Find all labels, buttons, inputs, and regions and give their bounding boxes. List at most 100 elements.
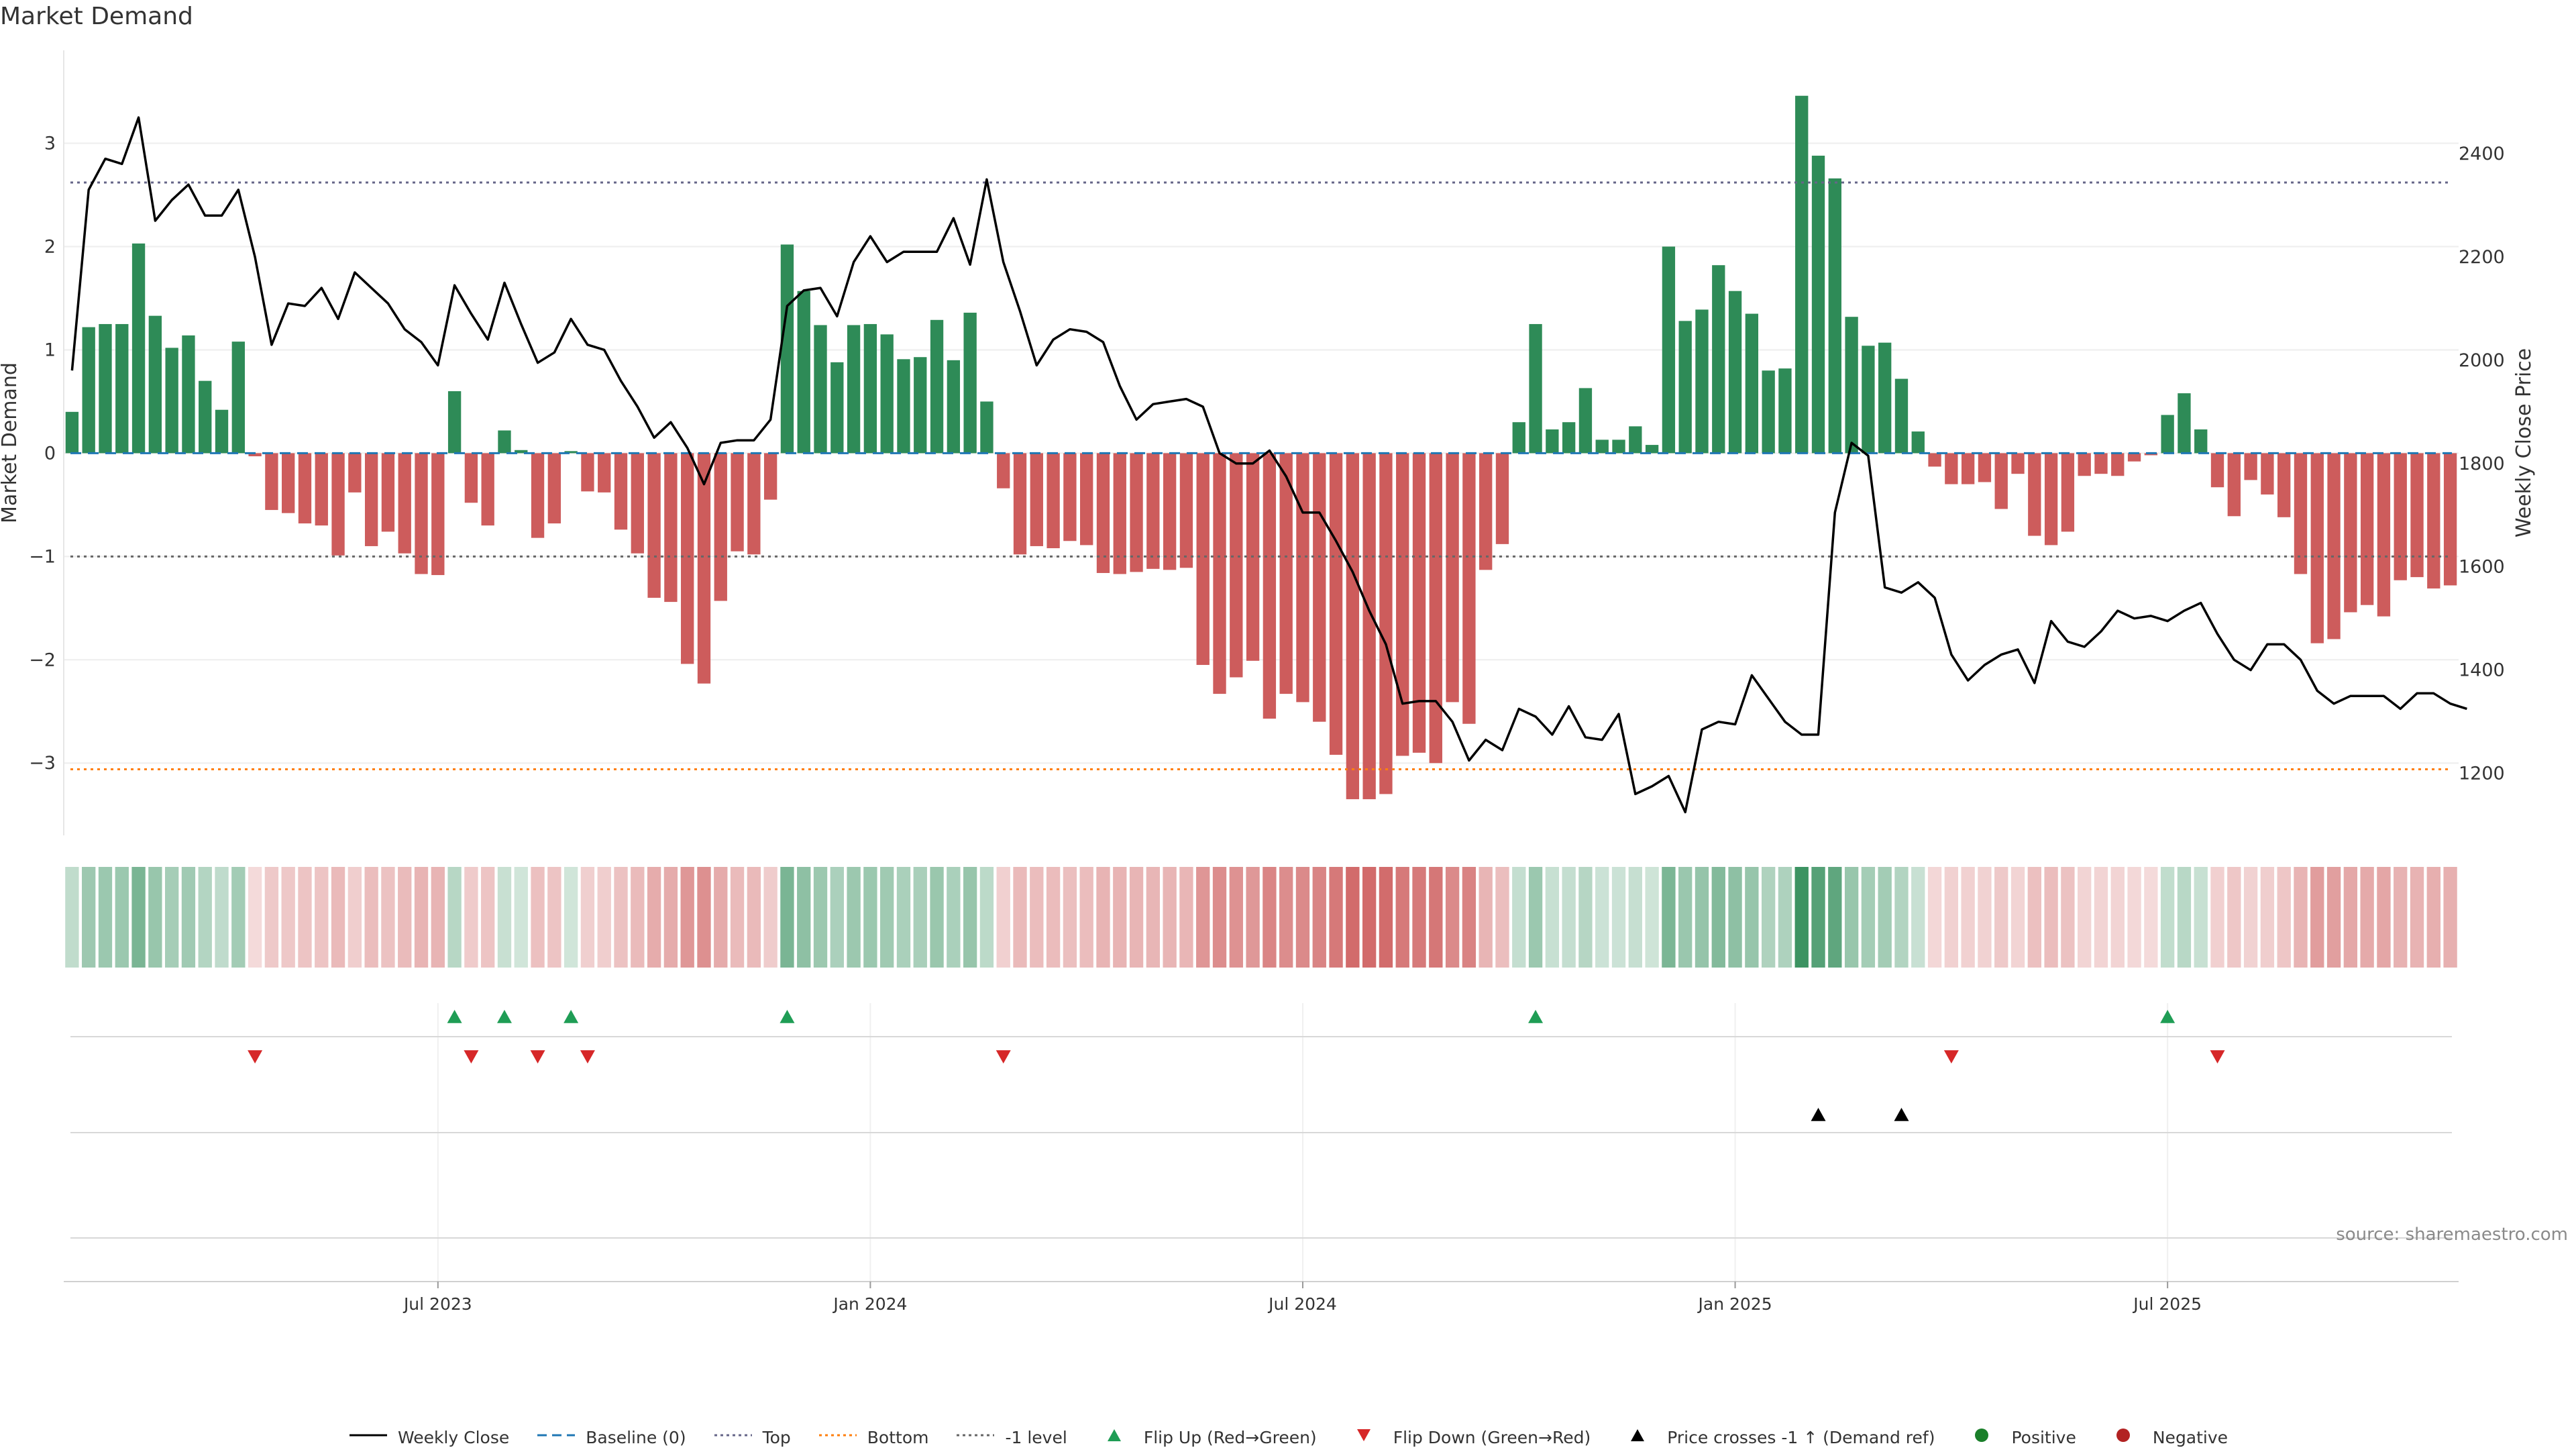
flip-down-marker (2210, 1050, 2225, 1064)
price-cross-marker (1894, 1108, 1909, 1121)
demand-bar (1329, 453, 1343, 755)
heat-cell (2243, 867, 2258, 968)
demand-bar (1146, 453, 1160, 569)
demand-bar (914, 357, 927, 454)
heat-cell (148, 867, 162, 968)
heat-cell (1495, 867, 1509, 968)
demand-bar (298, 453, 312, 524)
demand-bar (1928, 453, 1941, 467)
heat-cell (1645, 867, 1659, 968)
demand-bar (963, 313, 977, 454)
heat-cell (1395, 867, 1409, 968)
y2-tick-label: 2400 (2459, 144, 2505, 164)
heat-cell (947, 867, 961, 968)
heat-strip (65, 867, 2457, 968)
x-axis: Jul 2023 Jan 2024 Jul 2024 Jan 2025 Jul 2025 (64, 1281, 2459, 1314)
heat-cell (813, 867, 828, 968)
flip-down-marker (1943, 1050, 1959, 1064)
heat-cell (996, 867, 1010, 968)
heat-cell (2343, 867, 2358, 968)
heat-cell (2426, 867, 2440, 968)
heat-cell (1728, 867, 1742, 968)
heat-cell (1662, 867, 1676, 968)
demand-bar (1645, 445, 1659, 454)
demand-bar (1878, 342, 1892, 454)
heat-cell (398, 867, 412, 968)
demand-bar (1296, 453, 1309, 703)
demand-bar (82, 327, 95, 454)
demand-bar (1595, 439, 1609, 454)
heat-cell (1894, 867, 1909, 968)
heat-cell (1927, 867, 1942, 968)
y-tick-label: −3 (29, 753, 56, 774)
reference-lines (70, 181, 2452, 770)
demand-bar (1612, 439, 1625, 454)
demand-bar (863, 323, 877, 454)
heat-cell (231, 867, 246, 968)
demand-bar (1811, 156, 1825, 454)
legend-item: Price crosses -1 ↑ (Demand ref) (1617, 1427, 1935, 1447)
signal-markers (70, 1003, 2452, 1282)
heat-cell (1811, 867, 1825, 968)
demand-bar (614, 453, 628, 530)
demand-bar (814, 325, 827, 454)
demand-bar (1745, 313, 1759, 454)
legend-item: Flip Up (Red→Green) (1094, 1427, 1317, 1447)
heat-cell (115, 867, 129, 968)
demand-bar (2427, 453, 2440, 589)
demand-bar (2344, 453, 2357, 613)
demand-bar (930, 319, 944, 454)
heat-cell (1844, 867, 1859, 968)
demand-bar (2310, 453, 2324, 643)
demand-bar (1080, 453, 1093, 546)
heat-cell (1479, 867, 1493, 968)
triangle-down-red-icon (1344, 1427, 1384, 1447)
y2-tick-label: 1200 (2459, 764, 2505, 784)
legend-label: Positive (2011, 1427, 2076, 1447)
heat-cell (1828, 867, 1842, 968)
heat-cell (1046, 867, 1061, 968)
heat-cell (1412, 867, 1426, 968)
demand-bar (265, 453, 278, 511)
demand-bar (1678, 321, 1692, 454)
heat-cell (2094, 867, 2108, 968)
demand-bar (1479, 453, 1493, 570)
heat-cell (714, 867, 728, 968)
demand-bar (1546, 429, 1559, 454)
demand-bar (631, 453, 644, 554)
demand-bar (1762, 370, 1775, 454)
demand-bar (1845, 317, 1858, 454)
demand-bar (1994, 453, 2008, 509)
heat-cell (2394, 867, 2408, 968)
heat-cell (2127, 867, 2141, 968)
demand-bar (315, 453, 328, 526)
demand-bar (1213, 453, 1226, 694)
heat-cell (1429, 867, 1443, 968)
demand-bar (1046, 453, 1060, 549)
demand-bar (681, 453, 694, 664)
demand-bar (2294, 453, 2308, 574)
demand-bar (2178, 393, 2191, 454)
y2-tick-label: 2200 (2459, 247, 2505, 268)
heat-cell (880, 867, 894, 968)
solid-line-icon (348, 1427, 388, 1447)
demand-bar (1862, 346, 1875, 454)
heat-cell (1778, 867, 1792, 968)
demand-bar (598, 453, 611, 492)
demand-bar (2044, 453, 2058, 546)
heat-cell (1911, 867, 1925, 968)
demand-bar (182, 335, 195, 454)
flip-down-marker (996, 1050, 1011, 1064)
demand-bar (2144, 453, 2158, 456)
demand-bar (1578, 388, 1593, 454)
heat-cell (1545, 867, 1560, 968)
y2-tick-label: 1600 (2459, 557, 2505, 578)
demand-bar (199, 380, 212, 454)
legend-label: Flip Up (Red→Green) (1143, 1427, 1317, 1447)
circle-red-icon (2103, 1427, 2143, 1447)
heat-cell (1312, 867, 1326, 968)
heat-cell (2144, 867, 2158, 968)
demand-bar (1346, 453, 1360, 800)
demand-bar (1728, 291, 1742, 454)
heat-cell (663, 867, 678, 968)
